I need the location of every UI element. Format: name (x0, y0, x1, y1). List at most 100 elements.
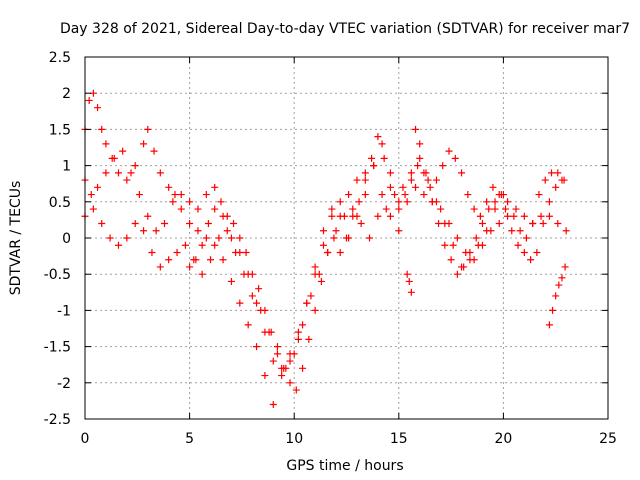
data-point (395, 227, 402, 234)
data-point (123, 177, 130, 184)
y-tick-label: 2 (62, 86, 71, 102)
data-point (245, 321, 252, 328)
data-point (523, 235, 530, 242)
data-point (211, 242, 218, 249)
data-point (408, 177, 415, 184)
data-point (98, 126, 105, 133)
data-point (86, 97, 93, 104)
data-point (194, 227, 201, 234)
data-point (358, 220, 365, 227)
y-axis-label: SDTVAR / TECUs (8, 181, 24, 296)
series-track-1 (82, 90, 403, 408)
data-point (107, 235, 114, 242)
data-point (448, 256, 455, 263)
data-point (102, 140, 109, 147)
data-point (408, 169, 415, 176)
data-point (554, 169, 561, 176)
data-point (420, 191, 427, 198)
data-point (299, 365, 306, 372)
data-point (140, 227, 147, 234)
series-track-7 (546, 263, 569, 328)
data-point (502, 206, 509, 213)
data-point (274, 343, 281, 350)
x-tick-label: 10 (285, 431, 303, 447)
data-point (512, 206, 519, 213)
data-point (433, 177, 440, 184)
y-tick-label: 2.5 (49, 50, 71, 66)
data-point (381, 155, 388, 162)
data-point (148, 249, 155, 256)
data-point (546, 213, 553, 220)
data-point (305, 336, 312, 343)
x-tick-label: 25 (599, 431, 617, 447)
data-point (119, 148, 126, 155)
data-point (132, 162, 139, 169)
data-point (362, 169, 369, 176)
axis-ticks: 0 5 10 15 20 25-2.5-2-1.5-1-0.500.511.522.5 (44, 50, 617, 447)
data-point (548, 169, 555, 176)
data-point (278, 372, 285, 379)
data-point (123, 235, 130, 242)
data-point (353, 177, 360, 184)
series-track-5 (395, 148, 565, 264)
data-point (333, 227, 340, 234)
data-point (274, 350, 281, 357)
data-point (439, 162, 446, 169)
data-point (345, 191, 352, 198)
y-tick-label: 0 (62, 231, 71, 247)
data-point (356, 198, 363, 205)
data-point (236, 235, 243, 242)
data-point (379, 140, 386, 147)
data-point (236, 300, 243, 307)
data-point (383, 206, 390, 213)
data-point (232, 249, 239, 256)
data-point (471, 206, 478, 213)
data-point (477, 213, 484, 220)
data-point (287, 358, 294, 365)
data-point (287, 379, 294, 386)
data-point (174, 249, 181, 256)
data-point (540, 220, 547, 227)
y-tick-label: -2 (57, 376, 71, 392)
data-point (362, 191, 369, 198)
data-point (165, 184, 172, 191)
data-point (178, 191, 185, 198)
data-point (228, 235, 235, 242)
data-point (489, 184, 496, 191)
y-tick-label: -1 (57, 303, 71, 319)
data-point (157, 169, 164, 176)
data-point (98, 220, 105, 227)
data-point (240, 271, 247, 278)
data-point (243, 249, 250, 256)
data-point (402, 191, 409, 198)
y-tick-label: 1 (62, 159, 71, 175)
data-point (475, 242, 482, 249)
data-point (391, 191, 398, 198)
data-point (412, 184, 419, 191)
data-point (88, 191, 95, 198)
data-point (466, 256, 473, 263)
data-point (542, 177, 549, 184)
x-tick-label: 5 (185, 431, 194, 447)
data-point (140, 140, 147, 147)
data-point (217, 198, 224, 205)
data-point (261, 307, 268, 314)
data-point (228, 278, 235, 285)
data-point (395, 206, 402, 213)
data-point (458, 169, 465, 176)
data-point (128, 169, 135, 176)
data-point (153, 227, 160, 234)
data-point (496, 220, 503, 227)
data-point (479, 220, 486, 227)
data-point (446, 148, 453, 155)
data-point (395, 198, 402, 205)
x-axis-label: GPS time / hours (286, 458, 403, 474)
data-point (203, 191, 210, 198)
data-point (510, 213, 517, 220)
data-point (349, 206, 356, 213)
data-point (563, 227, 570, 234)
data-point (186, 263, 193, 270)
data-point (379, 191, 386, 198)
y-tick-label: -2.5 (44, 412, 71, 428)
data-point (454, 271, 461, 278)
